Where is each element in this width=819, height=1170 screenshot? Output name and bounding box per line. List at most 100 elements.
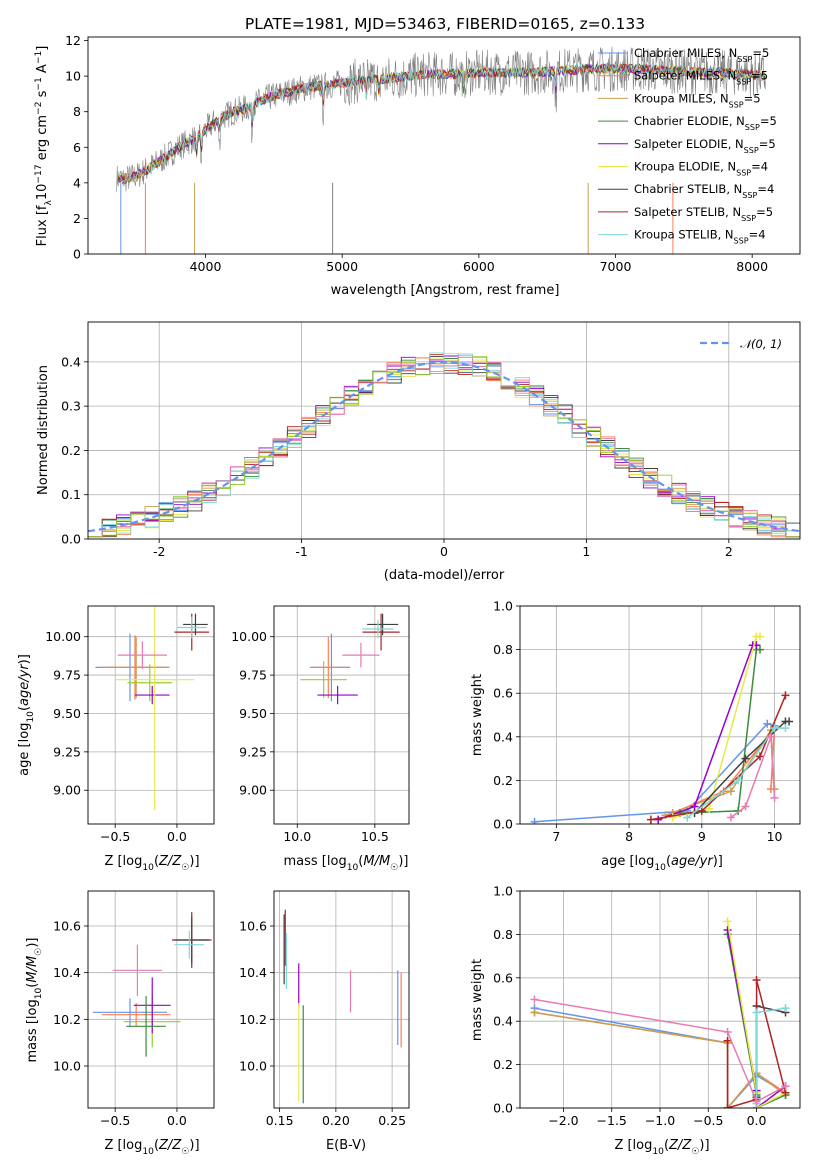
age-weight-ylabel: mass weight (470, 674, 485, 756)
x-tick-label: 0.15 (266, 1113, 294, 1128)
weight-marker (723, 917, 732, 926)
plot-area (95, 606, 210, 811)
x-tick-label: −0.5 (693, 1113, 723, 1128)
y-tick-label: 10.4 (53, 965, 81, 980)
residual-ylabel: Normed distribution (36, 365, 51, 495)
x-tick-label: 7 (552, 829, 560, 844)
weight-marker (756, 645, 764, 654)
y-tick-label: 10.0 (53, 1059, 81, 1074)
z-age-ylabel: age [log10(age/yr)] (17, 654, 36, 776)
weight-marker (766, 732, 775, 741)
weight-marker (734, 776, 743, 785)
axes-frame (87, 605, 215, 825)
x-tick-label: 8 (625, 829, 633, 844)
z-weight-panel: −2.0 −1.5 −1.0 −0.5 0.0 0.0 0.2 0.4 0.6 0.8 1.0 (493, 884, 801, 1128)
x-tick-label: 5000 (326, 259, 358, 274)
weight-marker (756, 632, 764, 641)
y-tick-label: 0.4 (493, 729, 513, 744)
x-tick-label: -1 (295, 544, 307, 559)
weight-marker (697, 806, 706, 815)
weight-line (679, 648, 760, 814)
x-tick-label: 0.0 (167, 1113, 187, 1128)
weight-marker (781, 724, 790, 733)
y-tick-label: 6 (73, 140, 81, 155)
spectrum-ylabel: Flux [fλ10−17 erg cm−2 s−1 A−1] (34, 46, 54, 247)
weight-marker (646, 815, 655, 824)
legend-label: Chabrier ELODIE, NSSP=5 (634, 114, 777, 132)
y-tick-label: 0.2 (493, 773, 513, 788)
x-tick-label: 1 (582, 544, 590, 559)
axes-frame (87, 890, 215, 1109)
weight-marker (683, 813, 692, 822)
y-tick-label: 1.0 (493, 599, 513, 614)
residual-histogram-line (88, 352, 800, 538)
weight-marker (723, 1028, 732, 1037)
gaussian-curve (88, 361, 800, 533)
weight-marker (723, 1036, 732, 1045)
z-mass-ylabel: mass [log10(M/M☉)] (25, 938, 44, 1063)
weight-line (650, 695, 787, 821)
y-tick-label: 0.2 (493, 1057, 513, 1072)
age-weight-panel: 7 8 9 10 0.0 0.2 0.4 0.6 0.8 1.0 (493, 599, 801, 844)
y-tick-label: 10.6 (53, 919, 81, 934)
y-tick-label: 10.2 (53, 1012, 81, 1027)
y-tick-label: 9.75 (53, 668, 81, 683)
x-tick-label: −0.5 (100, 829, 130, 844)
weight-marker (741, 754, 750, 763)
plot-area (283, 909, 402, 1104)
y-tick-label: 2 (73, 211, 81, 226)
x-tick-label: 10.0 (283, 829, 311, 844)
y-tick-label: 10.6 (239, 919, 267, 934)
mass-age-panel: 10.0 10.5 9.00 9.25 9.50 9.75 10.00 (231, 605, 410, 844)
z-age-xlabel: Z [log10(Z/Z☉)] (104, 854, 199, 873)
weight-marker (723, 1104, 732, 1108)
plot-area (300, 613, 400, 705)
y-tick-label: 0.0 (493, 1101, 513, 1116)
y-tick-label: 0.6 (493, 970, 513, 985)
mass-age-xlabel: mass [log10(M/M☉)] (284, 854, 409, 873)
x-tick-label: 2 (725, 544, 733, 559)
model-spectrum-line (116, 63, 766, 183)
y-tick-label: 8 (73, 104, 81, 119)
plot-area (116, 46, 766, 254)
weight-marker (654, 815, 663, 824)
legend-label: Chabrier MILES, NSSP=5 (634, 46, 769, 64)
x-tick-label: −1.5 (597, 1113, 627, 1128)
z-weight-xlabel: Z [log10(Z/Z☉)] (614, 1138, 709, 1157)
weight-marker (781, 691, 790, 700)
legend-label: Chabrier STELIB, NSSP=4 (634, 182, 774, 200)
y-tick-label: 0.1 (61, 487, 81, 502)
observed-spectrum-line (116, 46, 766, 192)
y-tick-label: 9.00 (53, 783, 81, 798)
x-tick-label: −1.0 (645, 1113, 675, 1128)
x-tick-label: 0.0 (747, 1113, 767, 1128)
weight-marker (763, 719, 772, 728)
legend-label: 𝒩(0, 1) (740, 337, 782, 351)
y-tick-label: 0.0 (61, 532, 81, 547)
spectrum-title: PLATE=1981, MJD=53463, FIBERID=0165, z=0… (245, 15, 645, 33)
weight-marker (781, 1082, 790, 1091)
y-tick-label: 9.00 (239, 783, 267, 798)
x-tick-label: 4000 (190, 259, 222, 274)
spectrum-xlabel: wavelength [Angstrom, rest frame] (331, 283, 560, 298)
legend-label: Kroupa MILES, NSSP=5 (634, 91, 761, 109)
y-tick-label: 4 (73, 175, 81, 190)
weight-marker (705, 804, 714, 813)
y-tick-label: 12 (65, 33, 81, 48)
weight-marker (530, 1008, 539, 1017)
y-tick-label: 10 (65, 69, 81, 84)
z-age-panel: −0.5 0.0 9.00 9.25 9.50 9.75 10.00 (45, 605, 215, 844)
axes-frame (87, 36, 801, 255)
weight-marker (752, 1097, 761, 1106)
axes-frame (519, 605, 801, 825)
y-tick-label: 10.4 (239, 965, 267, 980)
legend-label: Salpeter STELIB, NSSP=5 (634, 205, 773, 223)
y-tick-label: 10.00 (231, 629, 267, 644)
y-tick-label: 9.75 (239, 668, 267, 683)
x-tick-label: 0.0 (167, 829, 187, 844)
weight-marker (668, 813, 677, 822)
y-tick-label: 1.0 (493, 884, 513, 899)
weight-line (686, 727, 786, 819)
y-tick-label: 0.0 (493, 817, 513, 832)
x-tick-label: -2 (153, 544, 165, 559)
